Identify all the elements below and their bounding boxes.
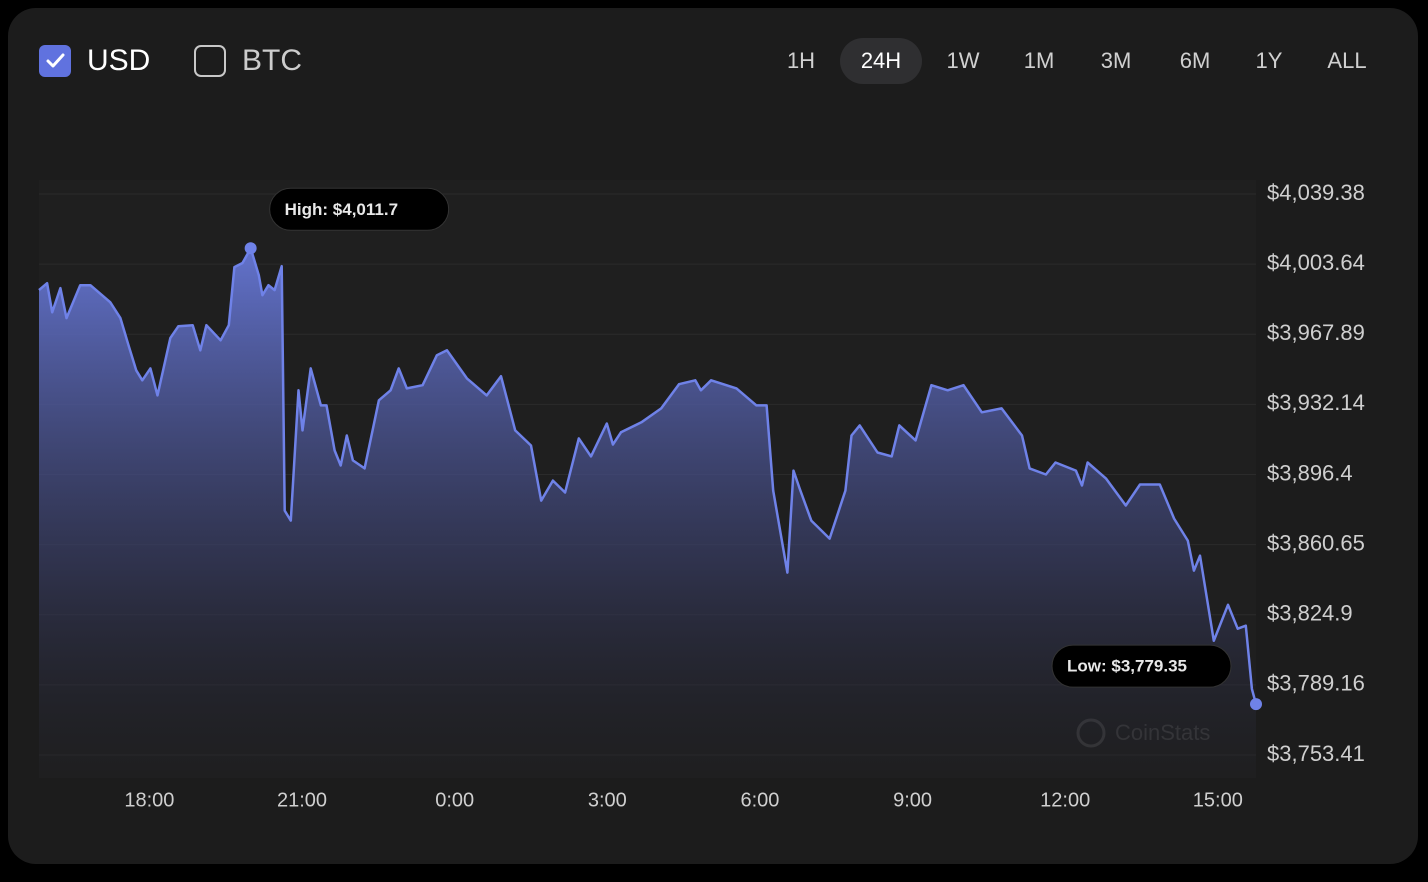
range-button[interactable]: 1W: [947, 48, 980, 73]
y-tick-label: $3,967.89: [1267, 320, 1365, 345]
range-button[interactable]: 3M: [1101, 48, 1132, 73]
check-mark: [46, 53, 65, 68]
y-tick-label: $3,753.41: [1267, 741, 1365, 766]
x-tick-label: 6:00: [740, 789, 779, 811]
checkbox[interactable]: [194, 45, 226, 77]
x-tick-label: 15:00: [1193, 789, 1243, 811]
area-fill: [39, 248, 1256, 779]
y-tick-label: $4,003.64: [1267, 250, 1365, 275]
x-tick-label: 18:00: [124, 789, 174, 811]
x-tick-label: 3:00: [588, 789, 627, 811]
range-selected-bg: [840, 38, 922, 84]
y-tick-label: $3,932.14: [1267, 390, 1365, 415]
x-tick-label: 9:00: [893, 789, 932, 811]
currency-label[interactable]: BTC: [242, 44, 302, 77]
currency-label[interactable]: USD: [87, 44, 150, 77]
range-button[interactable]: 1Y: [1256, 48, 1283, 73]
price-line: [38, 247, 1258, 705]
y-tick-label: $3,860.65: [1267, 530, 1365, 555]
x-tick-label: 12:00: [1040, 789, 1090, 811]
x-tick-label: 0:00: [435, 789, 474, 811]
y-tick-label: $3,896.4: [1267, 460, 1353, 485]
x-tick-label: 21:00: [277, 789, 327, 811]
annotation-box: [269, 187, 450, 231]
annotation-text: Low: $3,779.35: [1067, 657, 1187, 676]
annotation-text: High: $4,011.7: [285, 200, 398, 219]
range-button[interactable]: 1M: [1024, 48, 1055, 73]
annotation-point: [244, 242, 257, 255]
range-button[interactable]: 1H: [787, 48, 815, 73]
range-button[interactable]: 6M: [1180, 48, 1211, 73]
range-button[interactable]: ALL: [1327, 48, 1366, 73]
range-button[interactable]: 24H: [861, 48, 901, 73]
y-tick-label: $3,824.9: [1267, 601, 1353, 626]
y-tick-label: $4,039.38: [1267, 180, 1365, 205]
annotation-box: [1051, 644, 1232, 688]
checkbox[interactable]: [39, 45, 71, 77]
y-tick-label: $3,789.16: [1267, 671, 1365, 696]
annotation-point: [1250, 698, 1262, 711]
